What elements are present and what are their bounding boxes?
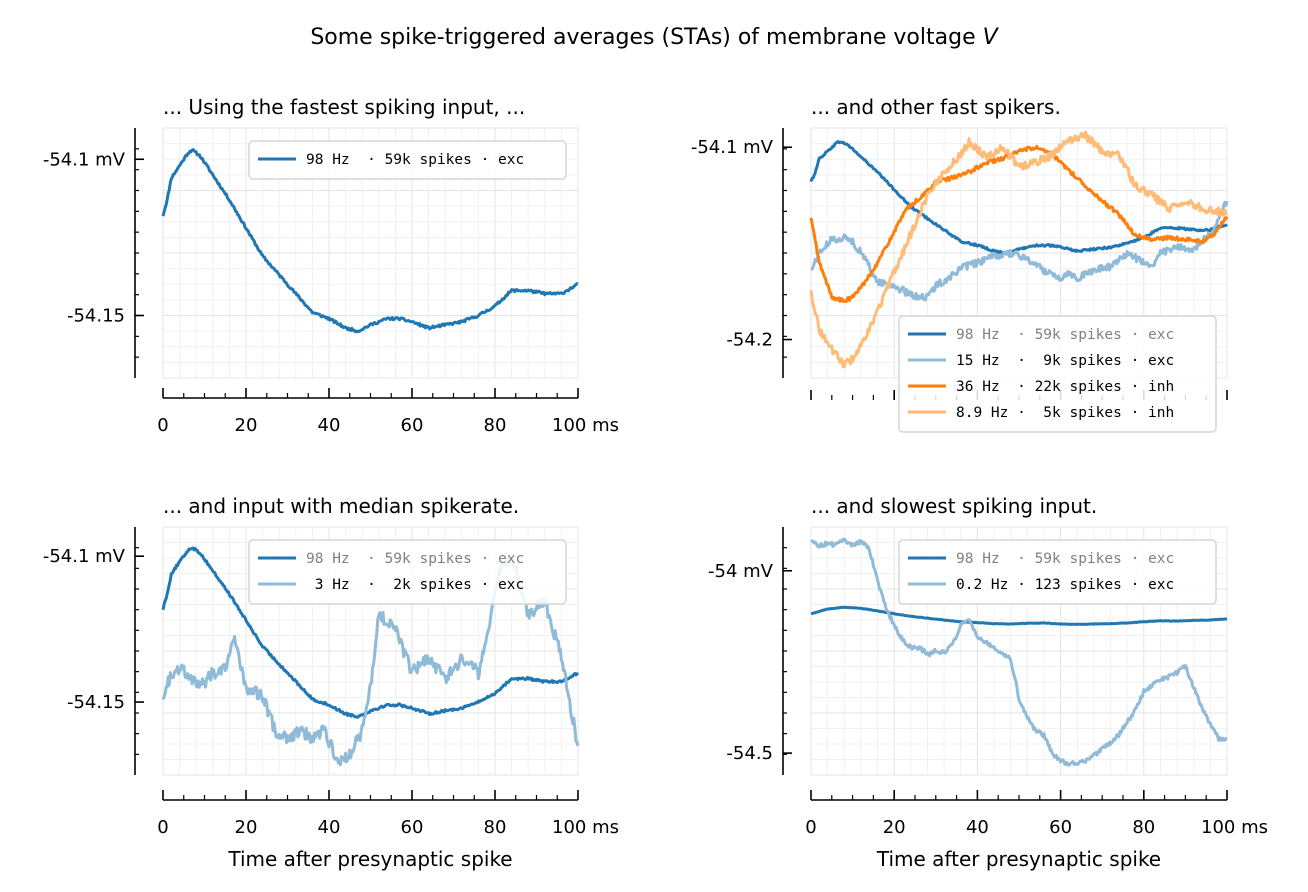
panel-title: ... and other fast spikers. bbox=[811, 95, 1061, 119]
series-line bbox=[809, 537, 1228, 767]
legend-label: 3 Hz · 2k spikes · exc bbox=[306, 577, 524, 593]
legend: 98 Hz · 59k spikes · exc 15 Hz · 9k spike… bbox=[898, 315, 1217, 433]
series-line bbox=[161, 546, 580, 719]
x-tick-label: 80 bbox=[484, 415, 507, 436]
panel-title: ... and input with median spikerate. bbox=[163, 494, 519, 518]
legend-frame bbox=[898, 315, 1217, 433]
suptitle-variable: V bbox=[983, 25, 1000, 50]
x-tick-label: 20 bbox=[235, 415, 258, 436]
legend-frame bbox=[898, 539, 1217, 605]
legend-label: 15 Hz · 9k spikes · exc bbox=[956, 353, 1174, 369]
legend: 98 Hz · 59k spikes · exc bbox=[248, 140, 567, 180]
x-tick-label: 20 bbox=[235, 817, 258, 838]
suptitle-text: Some spike-triggered averages (STAs) of … bbox=[310, 25, 982, 50]
x-tick-label: 60 bbox=[401, 415, 424, 436]
legend-label: 8.9 Hz · 5k spikes · inh bbox=[956, 405, 1174, 421]
legend-label: 98 Hz · 59k spikes · exc bbox=[306, 551, 524, 567]
legend-label: 98 Hz · 59k spikes · exc bbox=[956, 551, 1174, 567]
legend: 98 Hz · 59k spikes · exc 3 Hz · 2k spike… bbox=[248, 539, 567, 605]
legend: 98 Hz · 59k spikes · exc 0.2 Hz · 123 spi… bbox=[898, 539, 1217, 605]
x-tick-label: 40 bbox=[318, 817, 341, 838]
panel-title: ... and slowest spiking input. bbox=[811, 494, 1097, 518]
x-tick-label: 0 bbox=[157, 817, 168, 838]
legend-label: 98 Hz · 59k spikes · exc bbox=[956, 327, 1174, 343]
panel-other-fast-spikers: ... and other fast spikers. -54.1 mV -54.2… bbox=[691, 95, 1229, 433]
y-tick-label: -54 mV bbox=[708, 561, 774, 582]
x-tick-label: 100 ms bbox=[552, 817, 619, 838]
x-tick-label: 40 bbox=[318, 415, 341, 436]
panel-title: ... Using the fastest spiking input, ... bbox=[163, 95, 525, 119]
x-axis-label: Time after presynaptic spike bbox=[227, 847, 512, 871]
legend-frame bbox=[248, 539, 567, 605]
legend-label: 36 Hz · 22k spikes · inh bbox=[956, 379, 1174, 395]
series-line bbox=[810, 605, 1228, 626]
x-tick-label: 40 bbox=[966, 817, 989, 838]
series-line bbox=[809, 140, 1229, 255]
series-line bbox=[809, 130, 1229, 369]
x-tick-label: 60 bbox=[1049, 817, 1072, 838]
x-tick-label: 20 bbox=[883, 817, 906, 838]
legend-label: 0.2 Hz · 123 spikes · exc bbox=[956, 577, 1174, 593]
panel-median-spikerate: ... and input with median spikerate. -54.… bbox=[43, 494, 619, 871]
legend-label: 98 Hz · 59k spikes · exc bbox=[306, 152, 524, 168]
legend-frame bbox=[248, 140, 567, 180]
series-line bbox=[809, 144, 1229, 303]
x-tick-label: 60 bbox=[401, 817, 424, 838]
y-tick-label: -54.1 mV bbox=[43, 149, 126, 170]
y-tick-label: -54.15 bbox=[67, 692, 125, 713]
panel-slowest-spiking-input: ... and slowest spiking input. -54 mV -54.… bbox=[708, 494, 1268, 871]
x-tick-label: 0 bbox=[157, 415, 168, 436]
y-tick-label: -54.1 mV bbox=[43, 546, 126, 567]
x-tick-label: 100 ms bbox=[552, 415, 619, 436]
figure-suptitle: Some spike-triggered averages (STAs) of … bbox=[310, 25, 999, 50]
y-tick-label: -54.15 bbox=[67, 306, 125, 327]
series-line bbox=[810, 200, 1229, 302]
x-tick-label: 80 bbox=[1132, 817, 1155, 838]
x-tick-label: 0 bbox=[805, 817, 816, 838]
x-axis-label: Time after presynaptic spike bbox=[876, 847, 1161, 871]
y-tick-label: -54.1 mV bbox=[691, 137, 774, 158]
series-line bbox=[161, 148, 579, 334]
y-tick-label: -54.2 bbox=[726, 330, 773, 351]
x-tick-label: 100 ms bbox=[1201, 817, 1268, 838]
x-tick-label: 80 bbox=[484, 817, 507, 838]
panel-fastest-spiking-input: ... Using the fastest spiking input, ...… bbox=[43, 95, 619, 436]
y-tick-label: -54.5 bbox=[726, 743, 773, 764]
